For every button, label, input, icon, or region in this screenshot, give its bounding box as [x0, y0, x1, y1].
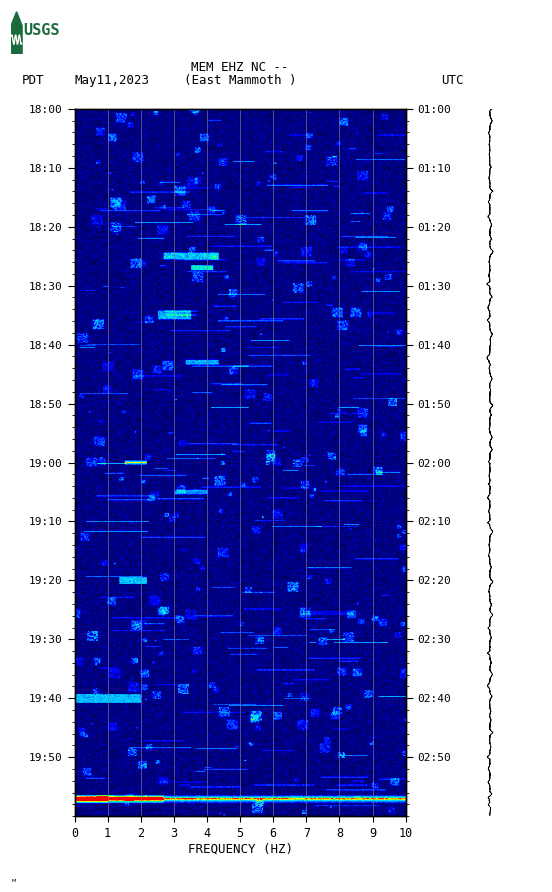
Text: MEM EHZ NC --: MEM EHZ NC -- — [192, 61, 289, 74]
Polygon shape — [11, 12, 22, 54]
Text: ᴹ: ᴹ — [11, 878, 15, 887]
Text: UTC: UTC — [442, 74, 464, 87]
Text: PDT: PDT — [22, 74, 45, 87]
Text: USGS: USGS — [24, 23, 60, 37]
Text: May11,2023: May11,2023 — [75, 74, 150, 87]
Text: (East Mammoth ): (East Mammoth ) — [184, 74, 296, 87]
X-axis label: FREQUENCY (HZ): FREQUENCY (HZ) — [188, 842, 293, 855]
